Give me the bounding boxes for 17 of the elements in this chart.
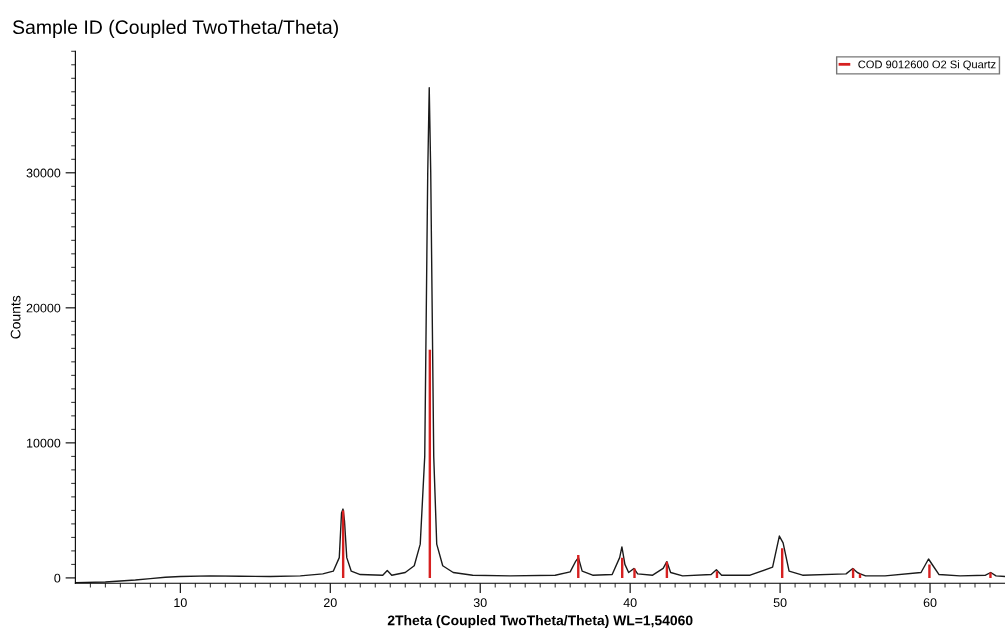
chart-title: Sample ID (Coupled TwoTheta/Theta) (12, 19, 338, 38)
x-tick-label: 50 (773, 598, 787, 608)
bar (928, 564, 931, 578)
legend-label: COD 9012600 O2 Si Quartz (858, 60, 996, 71)
y-tick-label: 0 (54, 573, 61, 583)
x-tick-label: 60 (923, 598, 937, 608)
y-tick-label: 30000 (26, 168, 61, 178)
x-tick-label: 20 (323, 598, 337, 608)
bar (633, 568, 636, 578)
y-axis-title: Counts (10, 295, 21, 339)
y-tick-label: 10000 (26, 438, 61, 448)
x-tick-label: 10 (174, 598, 187, 608)
x-tick-label: 40 (623, 598, 637, 608)
bar (989, 572, 992, 578)
x-axis-title: 2Theta (Coupled TwoTheta/Theta) WL=1,54060 (387, 615, 693, 629)
y-tick-label: 20000 (26, 303, 61, 313)
x-tick-label: 30 (473, 598, 487, 608)
